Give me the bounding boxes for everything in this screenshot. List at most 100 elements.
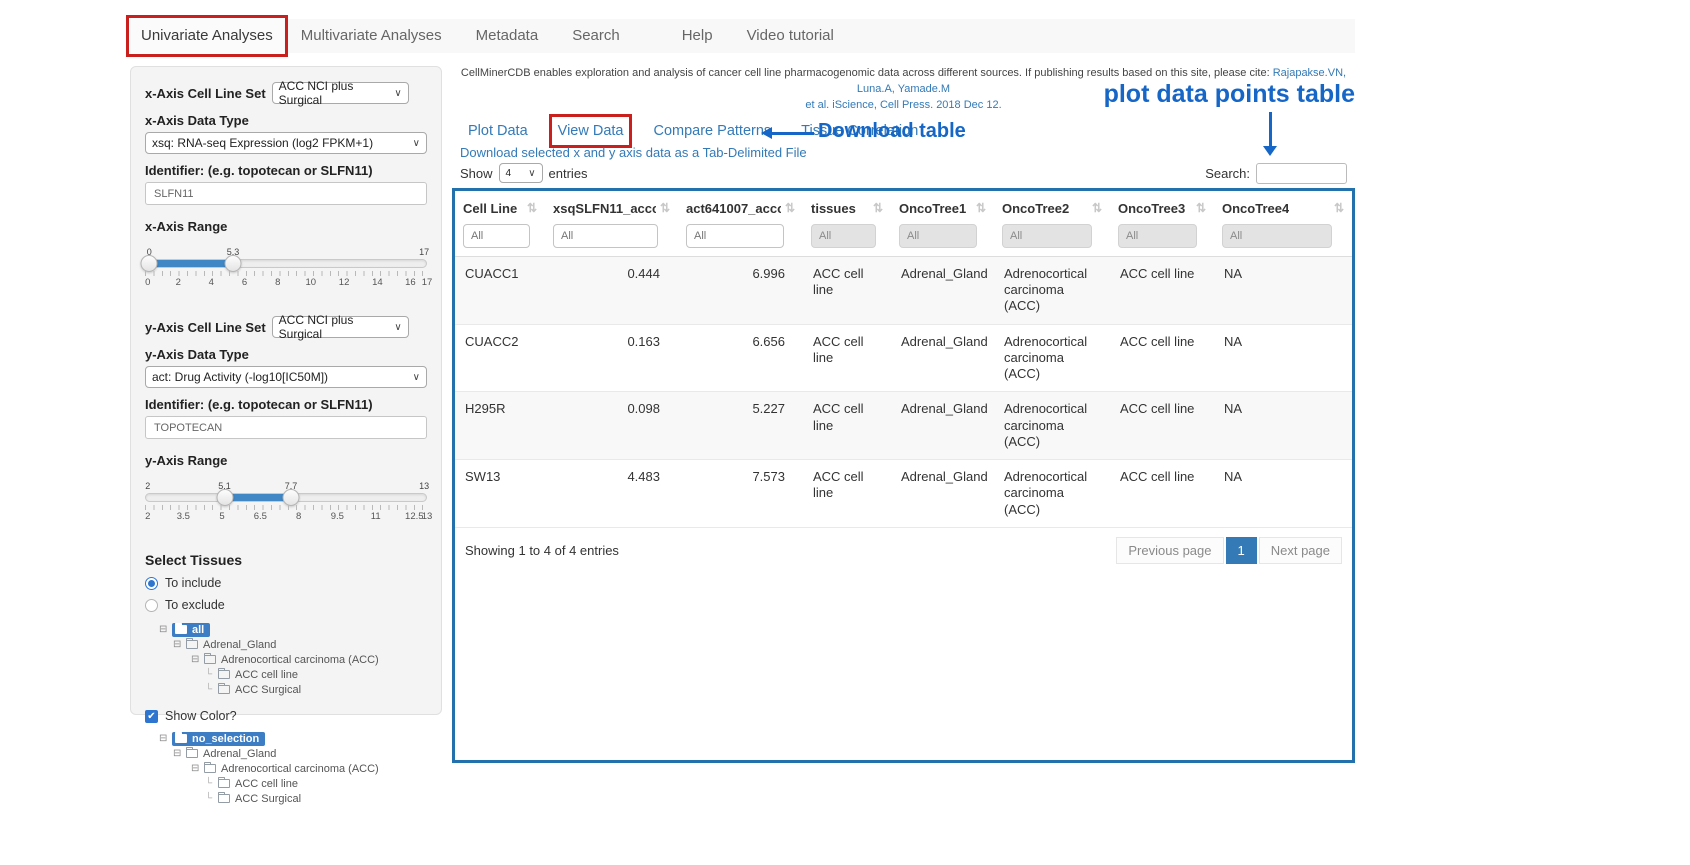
- table-row-cuacc1[interactable]: CUACC1 0.444 6.996 ACC cell line Adrenal…: [455, 256, 1352, 325]
- y-slider-low-handle[interactable]: [216, 489, 234, 506]
- table-search-input[interactable]: [1256, 162, 1347, 184]
- column-header-oncotree4[interactable]: OncoTree4 ⇅: [1222, 200, 1344, 216]
- column-header-xsqslfn11[interactable]: xsqSLFN11_accorg⇅: [553, 200, 670, 216]
- view-tabs: Plot Data View Data Compare Patterns Tis…: [468, 113, 1355, 148]
- tree-node-adrenocortical-carcinoma[interactable]: ⊟ Adrenocortical carcinoma (ACC): [191, 653, 379, 666]
- radio-to-include[interactable]: To include: [145, 576, 427, 590]
- pagination: Previous page 1 Next page: [1116, 536, 1342, 564]
- sort-icon[interactable]: ⇅: [1091, 201, 1102, 216]
- tree-node-adrenal-gland[interactable]: ⊟ Adrenal_Gland: [173, 747, 277, 760]
- sort-icon[interactable]: ⇅: [975, 201, 986, 216]
- table-row-sw13[interactable]: SW13 4.483 7.573 ACC cell line Adrenal_G…: [455, 460, 1352, 528]
- x-slider-track[interactable]: [145, 259, 427, 268]
- y-axis-data-type-select[interactable]: act: Drug Activity (-log10[IC50M]) ∨: [145, 366, 427, 388]
- nav-item-univariate-analyses[interactable]: Univariate Analyses: [126, 15, 288, 57]
- citation-journal-link[interactable]: et al. iScience, Cell Press. 2018 Dec 12…: [805, 98, 1002, 111]
- collapse-icon[interactable]: ⊟: [173, 748, 182, 759]
- column-header-oncotree3[interactable]: OncoTree3 ⇅: [1118, 200, 1206, 216]
- folder-icon: [204, 762, 216, 773]
- y-axis-range-slider[interactable]: 2 5.1 7.7 13 2 3.5 5 6.5 8 9.5 11 12.5 1…: [145, 481, 432, 528]
- y-slider-fill: [224, 494, 292, 501]
- x-slider-fill: [146, 260, 234, 267]
- left-arrow-icon: [772, 132, 814, 135]
- page-1-button[interactable]: 1: [1225, 536, 1257, 564]
- y-slider-high-handle[interactable]: [282, 489, 300, 506]
- x-slider-low-handle[interactable]: [140, 255, 158, 272]
- collapse-icon[interactable]: ⊟: [159, 733, 168, 744]
- collapse-icon[interactable]: ⊟: [191, 763, 200, 774]
- download-table-annotation: Download table: [818, 120, 966, 142]
- radio-to-exclude[interactable]: To exclude: [145, 598, 427, 612]
- chevron-down-icon: ∨: [394, 87, 402, 99]
- tree-node-acc-cell-line[interactable]: └ ACC cell line: [205, 668, 298, 681]
- x-identifier-input[interactable]: [145, 182, 427, 205]
- nav-item-multivariate-analyses[interactable]: Multivariate Analyses: [300, 27, 442, 44]
- y-axis-data-type-value: act: Drug Activity (-log10[IC50M]): [152, 370, 329, 384]
- y-identifier-input[interactable]: [145, 416, 427, 439]
- column-header-oncotree1[interactable]: OncoTree1 ⇅: [899, 200, 986, 216]
- collapse-icon[interactable]: ⊟: [191, 654, 200, 665]
- tree-node-no-selection[interactable]: ⊟ no_selection: [159, 731, 427, 746]
- column-header-act641007[interactable]: act641007_accorg⇅: [686, 200, 795, 216]
- download-tab-delimited-link[interactable]: Download selected x and y axis data as a…: [460, 144, 807, 160]
- nav-item-video-tutorial[interactable]: Video tutorial: [746, 27, 834, 44]
- down-arrow-icon: [1269, 112, 1272, 146]
- nav-item-metadata[interactable]: Metadata: [475, 27, 539, 44]
- folder-icon: [204, 653, 216, 664]
- collapse-icon[interactable]: ⊟: [173, 639, 182, 650]
- column-header-oncotree2[interactable]: OncoTree2 ⇅: [1002, 200, 1102, 216]
- tree-node-acc-surgical[interactable]: └ ACC Surgical: [205, 683, 302, 696]
- x-slider-high-value: 5.3: [226, 247, 240, 257]
- show-entries-prefix: Show: [460, 165, 493, 181]
- entries-per-page-select[interactable]: 4 ∨: [498, 163, 543, 184]
- next-page-button[interactable]: Next page: [1258, 536, 1342, 564]
- collapse-icon[interactable]: ⊟: [159, 624, 168, 635]
- folder-icon: [218, 777, 230, 788]
- x-axis-range-slider[interactable]: 0 5.3 17 0 2 4 6 8 10 12 14 16 17: [140, 247, 432, 294]
- sort-icon[interactable]: ⇅: [784, 201, 795, 216]
- radio-checked-icon: [145, 576, 158, 590]
- y-axis-cell-line-set-select[interactable]: ACC NCI plus Surgical ∨: [271, 313, 409, 341]
- x-axis-data-type-select[interactable]: xsq: RNA-seq Expression (log2 FPKM+1) ∨: [145, 132, 427, 154]
- sort-icon[interactable]: ⇅: [526, 201, 537, 216]
- y-slider-ticks: [145, 505, 427, 510]
- tab-compare-patterns[interactable]: Compare Patterns: [653, 122, 772, 139]
- tab-plot-data[interactable]: Plot Data: [468, 122, 528, 139]
- sort-icon[interactable]: ⇅: [659, 201, 670, 216]
- nav-item-help[interactable]: Help: [681, 27, 713, 44]
- sort-icon[interactable]: ⇅: [872, 201, 883, 216]
- tree-node-all[interactable]: ⊟ all: [159, 622, 427, 637]
- nav-item-search[interactable]: Search: [572, 27, 620, 44]
- show-entries-control: Show 4 ∨ entries: [460, 163, 588, 184]
- y-slider-min-value: 2: [145, 481, 151, 491]
- table-controls: Show 4 ∨ entries Search:: [460, 162, 1347, 184]
- checkbox-checked-icon: ✔: [145, 709, 158, 723]
- plot-data-points-table-annotation: plot data points table: [1103, 80, 1355, 108]
- tree-node-adrenocortical-carcinoma[interactable]: ⊟ Adrenocortical carcinoma (ACC): [191, 762, 379, 775]
- folder-icon: [175, 623, 187, 634]
- filter-input-xsqslfn11[interactable]: [553, 223, 659, 248]
- x-axis-cell-line-set-value: ACC NCI plus Surgical: [278, 79, 354, 107]
- x-slider-high-handle[interactable]: [224, 255, 242, 272]
- x-axis-cell-line-set-select[interactable]: ACC NCI plus Surgical ∨: [271, 79, 409, 107]
- tree-node-acc-cell-line[interactable]: └ ACC cell line: [205, 777, 298, 790]
- show-color-checkbox[interactable]: ✔ Show Color?: [145, 709, 427, 723]
- sort-icon[interactable]: ⇅: [1195, 201, 1206, 216]
- tree-node-adrenal-gland[interactable]: ⊟ Adrenal_Gland: [173, 638, 277, 651]
- column-header-cell-line[interactable]: Cell Line ⇅: [463, 200, 537, 216]
- column-header-tissues[interactable]: tissues ⇅: [811, 200, 883, 216]
- chevron-down-icon: ∨: [412, 137, 420, 149]
- citation-authors-link[interactable]: Rajapakse.VN, Luna.A, Yamade.M: [856, 67, 1347, 95]
- table-search-control: Search:: [1205, 162, 1347, 184]
- previous-page-button[interactable]: Previous page: [1116, 536, 1224, 564]
- filter-input-cell-line[interactable]: [463, 223, 530, 248]
- table-row-cuacc2[interactable]: CUACC2 0.163 6.656 ACC cell line Adrenal…: [455, 325, 1352, 393]
- tab-view-data[interactable]: View Data: [548, 113, 633, 148]
- filter-input-tissues: [811, 223, 876, 248]
- tab-tissue-correlation[interactable]: Tissue Correlation: [801, 122, 919, 139]
- radio-unchecked-icon: [145, 598, 158, 612]
- filter-input-act641007[interactable]: [686, 223, 785, 248]
- tree-node-acc-surgical[interactable]: └ ACC Surgical: [205, 792, 302, 805]
- table-row-h295r[interactable]: H295R 0.098 5.227 ACC cell line Adrenal_…: [455, 392, 1352, 461]
- sort-icon[interactable]: ⇅: [1333, 201, 1344, 216]
